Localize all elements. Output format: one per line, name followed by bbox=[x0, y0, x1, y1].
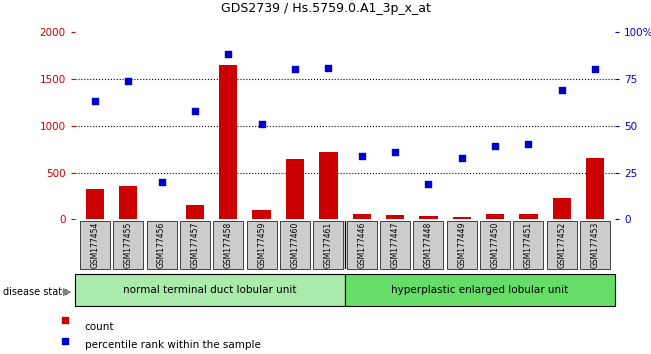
Bar bbox=[419, 216, 437, 219]
Point bbox=[490, 143, 501, 149]
Bar bbox=[353, 214, 371, 219]
FancyBboxPatch shape bbox=[413, 221, 443, 269]
Point bbox=[156, 179, 167, 185]
Point bbox=[390, 149, 400, 155]
Text: ▶: ▶ bbox=[63, 287, 72, 297]
Point bbox=[123, 78, 133, 84]
Point bbox=[456, 155, 467, 160]
FancyBboxPatch shape bbox=[247, 221, 277, 269]
FancyBboxPatch shape bbox=[380, 221, 410, 269]
FancyBboxPatch shape bbox=[447, 221, 477, 269]
Point bbox=[256, 121, 267, 127]
Point bbox=[189, 108, 200, 114]
FancyBboxPatch shape bbox=[180, 221, 210, 269]
Point bbox=[557, 87, 567, 93]
Bar bbox=[219, 65, 238, 219]
Text: GSM177446: GSM177446 bbox=[357, 222, 367, 268]
Text: GSM177449: GSM177449 bbox=[457, 222, 466, 268]
Text: GSM177447: GSM177447 bbox=[391, 222, 400, 268]
Text: GSM177458: GSM177458 bbox=[224, 222, 233, 268]
FancyBboxPatch shape bbox=[313, 221, 343, 269]
FancyBboxPatch shape bbox=[113, 221, 143, 269]
Bar bbox=[452, 217, 471, 219]
Text: GSM177452: GSM177452 bbox=[557, 222, 566, 268]
FancyBboxPatch shape bbox=[347, 221, 377, 269]
Text: GSM177460: GSM177460 bbox=[290, 222, 299, 268]
Bar bbox=[486, 214, 505, 219]
Text: GSM177450: GSM177450 bbox=[491, 222, 499, 268]
Bar bbox=[286, 159, 304, 219]
Text: GSM177461: GSM177461 bbox=[324, 222, 333, 268]
Text: normal terminal duct lobular unit: normal terminal duct lobular unit bbox=[123, 285, 297, 295]
Point bbox=[423, 181, 434, 187]
Text: percentile rank within the sample: percentile rank within the sample bbox=[85, 340, 260, 350]
Point bbox=[60, 317, 70, 323]
Bar bbox=[253, 210, 271, 219]
Text: GSM177451: GSM177451 bbox=[524, 222, 533, 268]
Bar bbox=[152, 218, 171, 219]
Text: count: count bbox=[85, 322, 114, 332]
Text: GDS2739 / Hs.5759.0.A1_3p_x_at: GDS2739 / Hs.5759.0.A1_3p_x_at bbox=[221, 2, 430, 15]
Bar bbox=[86, 189, 104, 219]
FancyBboxPatch shape bbox=[345, 274, 615, 306]
Bar bbox=[553, 198, 571, 219]
Bar bbox=[386, 215, 404, 219]
Point bbox=[357, 153, 367, 159]
Text: GSM177456: GSM177456 bbox=[157, 222, 166, 268]
Bar bbox=[586, 158, 604, 219]
Text: hyperplastic enlarged lobular unit: hyperplastic enlarged lobular unit bbox=[391, 285, 569, 295]
FancyBboxPatch shape bbox=[580, 221, 610, 269]
FancyBboxPatch shape bbox=[514, 221, 544, 269]
Point bbox=[60, 338, 70, 344]
Bar bbox=[119, 186, 137, 219]
Text: GSM177457: GSM177457 bbox=[191, 222, 199, 268]
Point bbox=[223, 52, 234, 57]
Text: GSM177453: GSM177453 bbox=[590, 222, 600, 268]
Text: GSM177448: GSM177448 bbox=[424, 222, 433, 268]
Point bbox=[323, 65, 333, 70]
Point bbox=[590, 67, 600, 72]
Text: GSM177459: GSM177459 bbox=[257, 222, 266, 268]
FancyBboxPatch shape bbox=[480, 221, 510, 269]
Point bbox=[523, 142, 534, 147]
Text: GSM177455: GSM177455 bbox=[124, 222, 133, 268]
Bar bbox=[186, 205, 204, 219]
FancyBboxPatch shape bbox=[80, 221, 110, 269]
Text: disease state: disease state bbox=[3, 287, 68, 297]
FancyBboxPatch shape bbox=[146, 221, 176, 269]
FancyBboxPatch shape bbox=[280, 221, 310, 269]
Bar bbox=[519, 214, 538, 219]
Point bbox=[90, 98, 100, 104]
FancyBboxPatch shape bbox=[547, 221, 577, 269]
FancyBboxPatch shape bbox=[75, 274, 345, 306]
Bar bbox=[319, 152, 337, 219]
Text: GSM177454: GSM177454 bbox=[90, 222, 100, 268]
FancyBboxPatch shape bbox=[214, 221, 243, 269]
Point bbox=[290, 67, 300, 72]
